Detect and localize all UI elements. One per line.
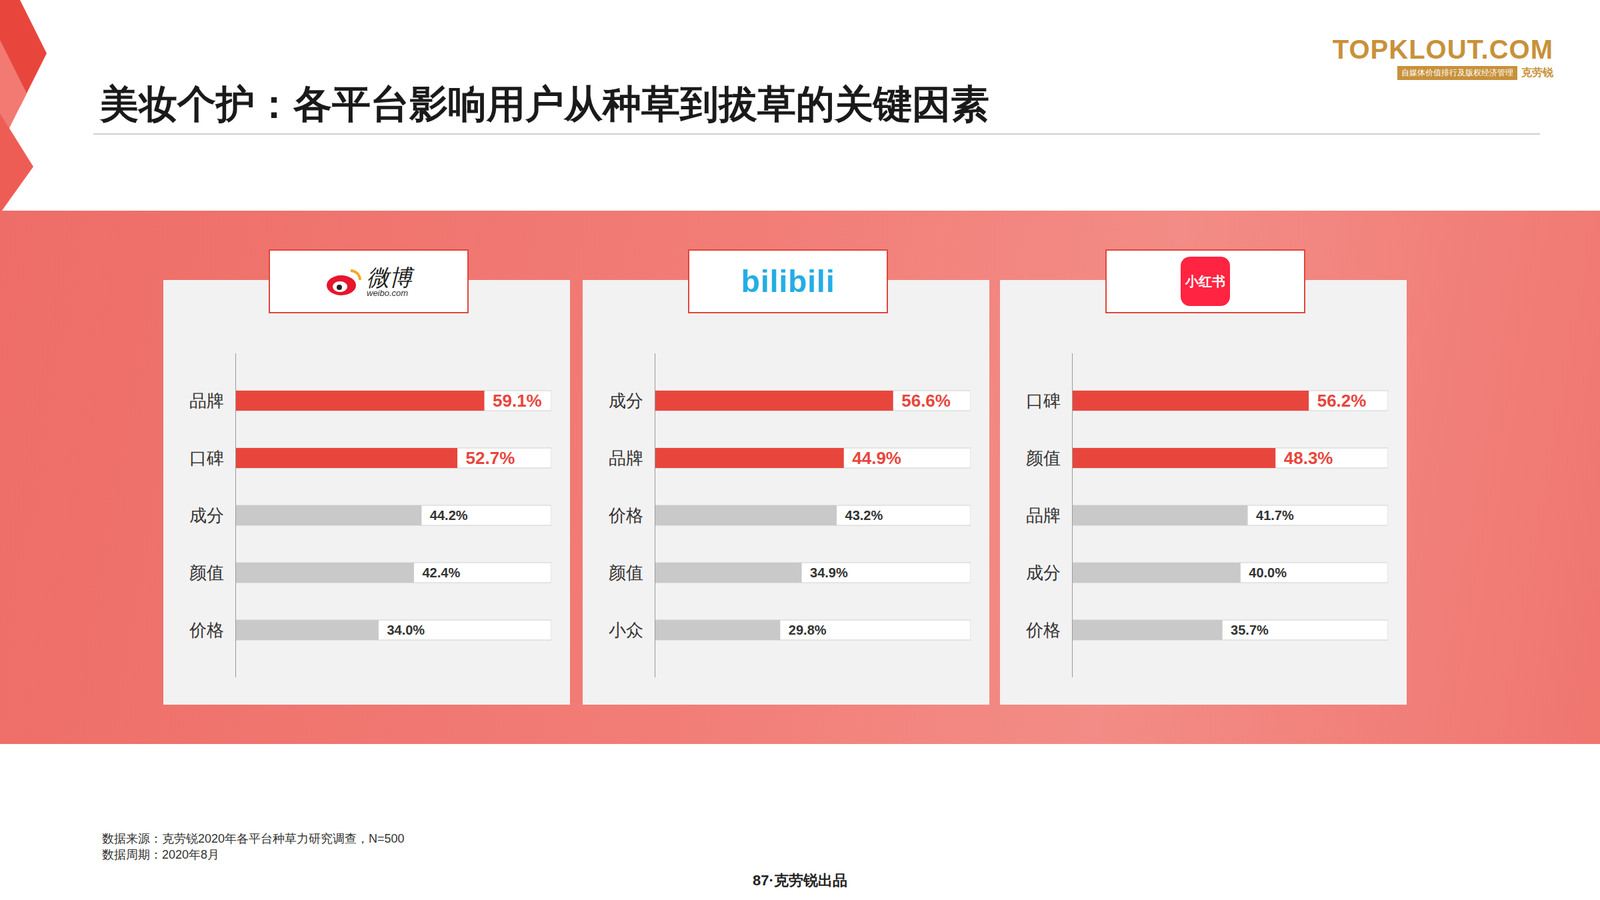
svg-text:成分: 成分 <box>189 505 224 526</box>
html-text:数据来源：克劳锐2020年各平台种草力研究调查，N=500: 数据来源：克劳锐2020年各平台种草力研究调查，N=500 <box>102 832 405 846</box>
svg-text:价格: 价格 <box>188 620 224 640</box>
svg-text:成分: 成分 <box>608 390 644 411</box>
svg-text:40.0%: 40.0% <box>1248 565 1287 580</box>
svg-text:颜值: 颜值 <box>1026 448 1061 468</box>
svg-text:品牌: 品牌 <box>608 448 644 468</box>
svg-text:成分: 成分 <box>1026 562 1061 583</box>
svg-text:44.9%: 44.9% <box>852 448 902 468</box>
svg-text:34.0%: 34.0% <box>386 622 425 638</box>
svg-text:41.7%: 41.7% <box>1256 508 1294 523</box>
svg-text:口碑: 口碑 <box>189 448 224 468</box>
html-text:克劳锐: 克劳锐 <box>1521 66 1554 78</box>
svg-text:29.8%: 29.8% <box>788 622 827 638</box>
svg-text:口碑: 口碑 <box>1026 390 1061 411</box>
svg-text:价格: 价格 <box>608 505 644 526</box>
svg-text:小众: 小众 <box>608 620 644 640</box>
svg-text:35.7%: 35.7% <box>1230 622 1269 638</box>
html-text:数据周期：2020年8月: 数据周期：2020年8月 <box>102 848 220 862</box>
html-text:自媒体价值排行及版权经济管理: 自媒体价值排行及版权经济管理 <box>1401 68 1514 78</box>
svg-text:价格: 价格 <box>1025 620 1061 640</box>
svg-text:34.9%: 34.9% <box>810 565 848 580</box>
html-text:小红书: 小红书 <box>1185 273 1226 289</box>
svg-text:52.7%: 52.7% <box>466 448 516 468</box>
svg-text:56.2%: 56.2% <box>1317 390 1367 411</box>
svg-text:颜值: 颜值 <box>608 562 644 583</box>
svg-text:44.2%: 44.2% <box>430 508 468 523</box>
html-text:微博: 微博 <box>366 264 412 290</box>
svg-text:43.2%: 43.2% <box>845 508 884 523</box>
svg-text:颜值: 颜值 <box>189 562 224 583</box>
html-text:TOPKLOUT.COM: TOPKLOUT.COM <box>1332 34 1554 64</box>
svg-text:48.3%: 48.3% <box>1284 448 1334 468</box>
svg-text:59.1%: 59.1% <box>492 390 542 411</box>
svg-text:42.4%: 42.4% <box>422 565 460 580</box>
svg-text:品牌: 品牌 <box>1026 505 1061 526</box>
svg-text:56.6%: 56.6% <box>901 390 951 411</box>
svg-text:品牌: 品牌 <box>189 390 224 411</box>
html-text:87·克劳锐出品: 87·克劳锐出品 <box>752 872 848 889</box>
html-text:weibo.com: weibo.com <box>366 287 409 298</box>
html-text:美妆个护：各平台影响用户从种草到拔草的关键因素: 美妆个护：各平台影响用户从种草到拔草的关键因素 <box>100 82 990 126</box>
html-text:bilibili: bilibili <box>741 264 835 299</box>
